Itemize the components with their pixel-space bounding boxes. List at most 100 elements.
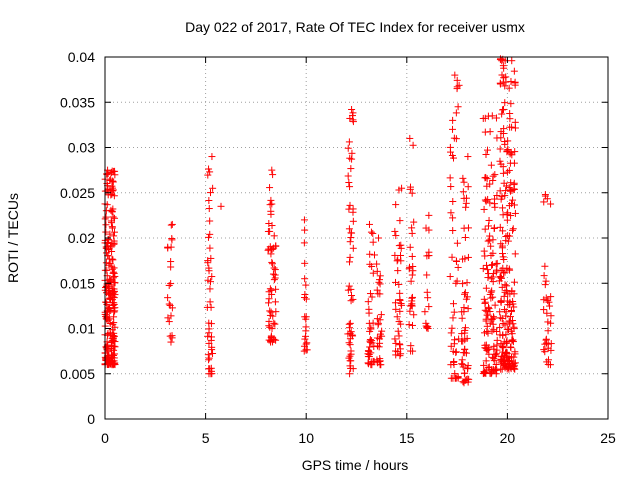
data-point [500, 64, 508, 72]
data-point [376, 355, 384, 363]
data-point [490, 225, 498, 233]
data-point [542, 335, 550, 343]
data-point [508, 330, 516, 338]
data-point [488, 112, 496, 120]
data-point [485, 350, 493, 358]
data-point [509, 297, 517, 305]
data-point [447, 148, 455, 156]
data-point [493, 346, 501, 354]
data-point [482, 173, 490, 181]
data-point [497, 134, 505, 142]
data-point [464, 305, 472, 313]
data-point [302, 315, 310, 323]
data-point [110, 240, 118, 248]
data-point [511, 118, 519, 126]
data-point [451, 71, 459, 79]
data-point [109, 335, 117, 343]
data-point [506, 159, 514, 167]
data-point [423, 288, 431, 296]
data-point [349, 332, 357, 340]
data-point [425, 303, 433, 311]
data-point [485, 363, 493, 371]
data-point [484, 329, 492, 337]
data-point [504, 301, 512, 309]
data-point [102, 228, 110, 236]
data-point [482, 284, 490, 292]
data-point [345, 178, 353, 186]
data-point [450, 340, 458, 348]
data-point [486, 232, 494, 240]
data-point [396, 307, 404, 315]
data-point [449, 314, 457, 322]
data-point [501, 99, 509, 107]
data-point [266, 184, 274, 192]
y-tick-label: 0.03 [68, 140, 95, 156]
data-point [492, 114, 500, 122]
data-point [487, 288, 495, 296]
data-point [506, 110, 514, 118]
data-point [485, 216, 493, 224]
data-point [367, 228, 375, 236]
data-point [397, 244, 405, 252]
data-point [496, 55, 504, 63]
data-point [267, 210, 275, 218]
data-point [347, 328, 355, 336]
data-point [346, 114, 354, 122]
data-point [105, 354, 113, 362]
data-point [396, 352, 404, 360]
data-point [481, 299, 489, 307]
data-point [461, 329, 469, 337]
data-point [348, 105, 356, 113]
data-point [347, 165, 355, 173]
data-point [462, 203, 470, 211]
data-point [365, 305, 373, 313]
data-point [486, 199, 494, 207]
data-point [300, 239, 308, 247]
data-point [508, 337, 516, 345]
data-point [168, 236, 176, 244]
data-point [371, 251, 379, 259]
data-point [391, 299, 399, 307]
data-point [547, 200, 555, 208]
data-point [499, 163, 507, 171]
data-point [264, 227, 272, 235]
data-point [378, 327, 386, 335]
data-point [453, 258, 461, 266]
data-point [497, 356, 505, 364]
data-point [481, 344, 489, 352]
data-point [481, 114, 489, 122]
data-point [508, 226, 516, 234]
data-point [204, 257, 212, 265]
data-point [349, 118, 357, 126]
y-tick-label: 0.01 [68, 321, 95, 337]
data-point [491, 351, 499, 359]
data-point [485, 305, 493, 313]
data-point [504, 209, 512, 217]
data-point [106, 176, 114, 184]
data-point [102, 221, 110, 229]
data-point [541, 191, 549, 199]
data-point [501, 82, 509, 90]
data-point [208, 153, 216, 161]
y-tick-label: 0.005 [60, 366, 95, 382]
data-point [450, 154, 458, 162]
data-point [453, 76, 461, 84]
data-point [507, 77, 515, 85]
data-point [345, 339, 353, 347]
data-point [496, 314, 504, 322]
data-point [449, 125, 457, 133]
data-point [505, 317, 513, 325]
data-point [484, 222, 492, 230]
data-point [547, 340, 555, 348]
data-point [493, 336, 501, 344]
data-point [542, 277, 550, 285]
data-point [454, 103, 462, 111]
data-point [547, 312, 555, 320]
data-point [503, 168, 511, 176]
data-point [487, 294, 495, 302]
data-point [345, 138, 353, 146]
data-point [349, 109, 357, 117]
data-point [376, 280, 384, 288]
data-point [346, 370, 354, 378]
y-tick-label: 0.04 [68, 49, 95, 65]
